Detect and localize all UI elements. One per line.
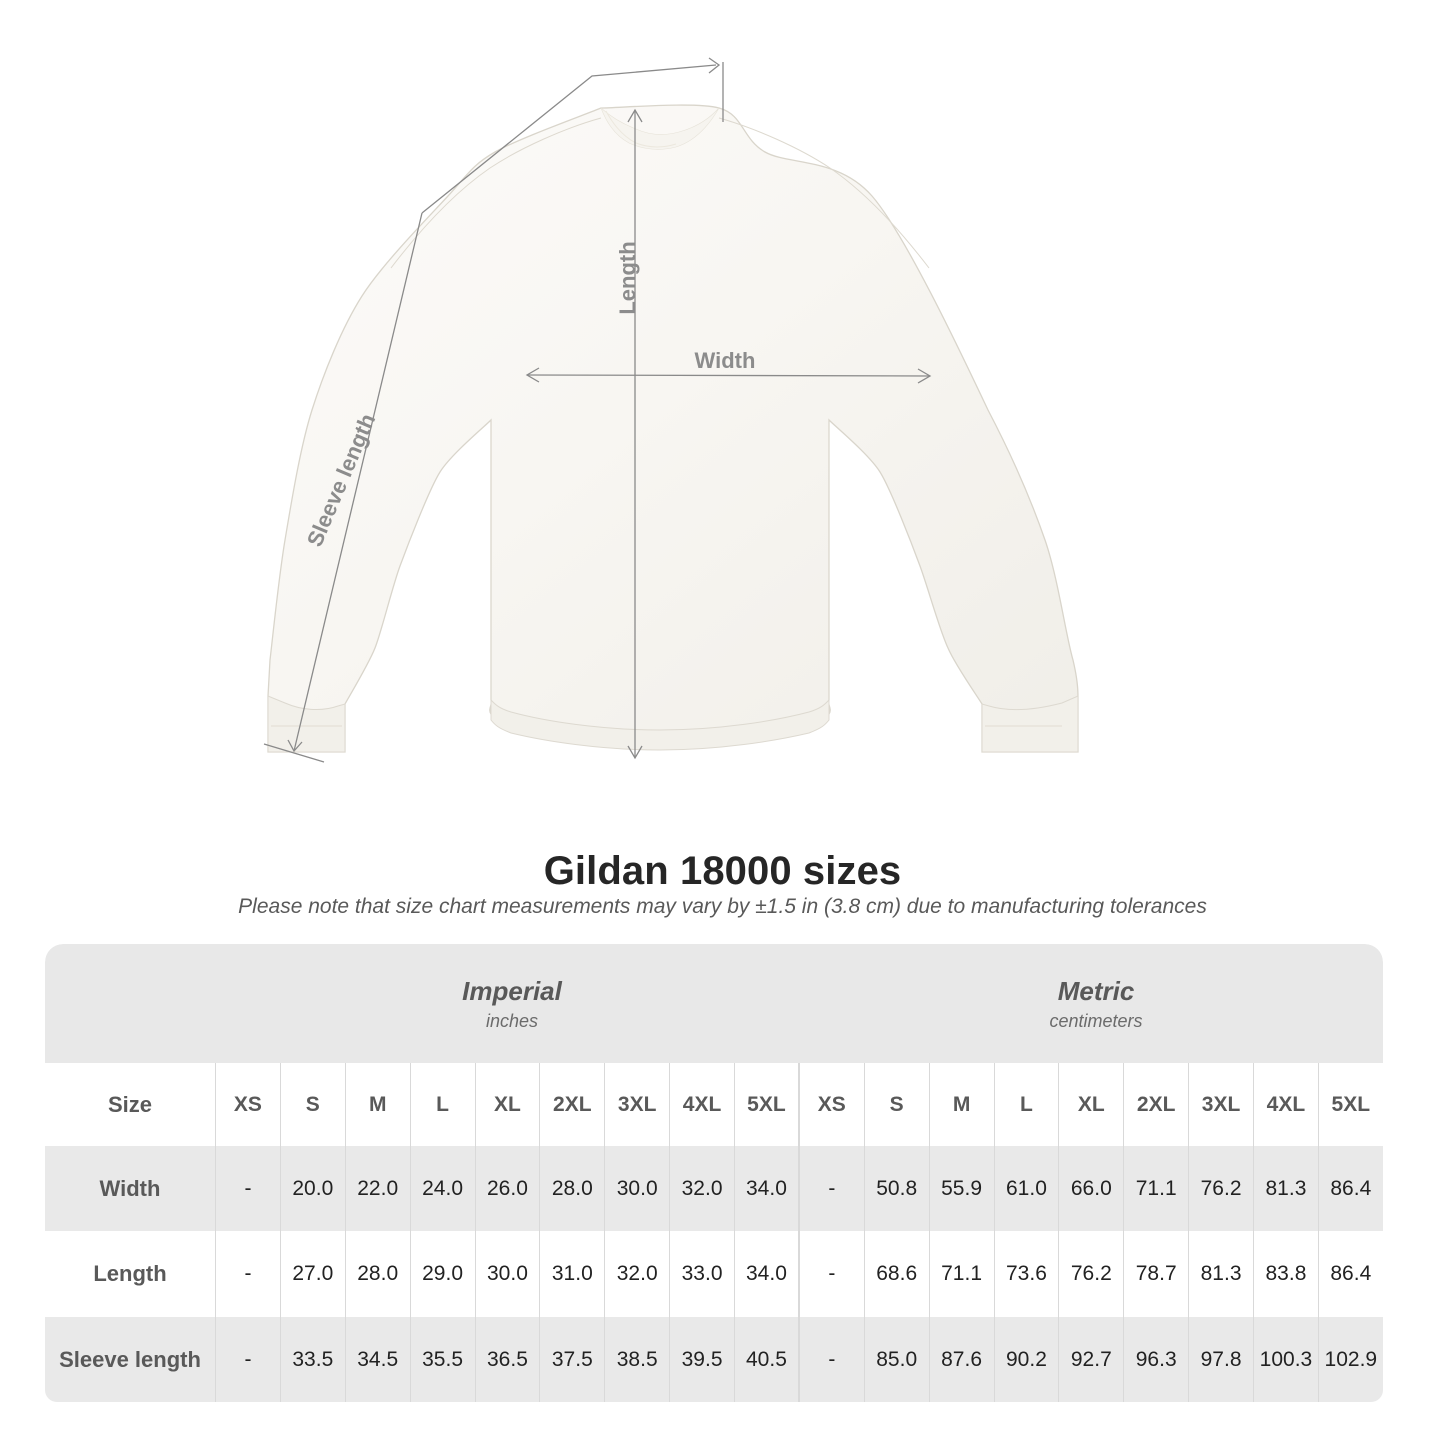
svg-text:Length: Length <box>615 241 640 314</box>
svg-text:Width: Width <box>695 348 756 373</box>
